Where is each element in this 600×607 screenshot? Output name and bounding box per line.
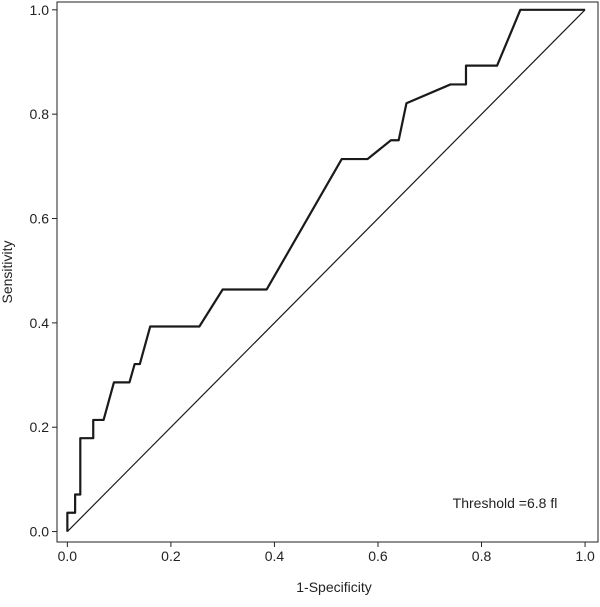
- x-tick-label: 0.6: [368, 548, 388, 564]
- plot-frame: [56, 1, 599, 543]
- roc-curve: [66, 8, 586, 532]
- x-tick-label: 0.8: [472, 548, 492, 564]
- x-tick-label: 1.0: [575, 548, 595, 564]
- x-tick-label: 0.4: [265, 548, 285, 564]
- y-tick-label: 0.0: [30, 524, 50, 540]
- y-tick-label: 0.6: [30, 211, 50, 227]
- reference-line: [66, 9, 586, 532]
- x-tick-label: 0.0: [58, 548, 78, 564]
- y-tick-label: 1.0: [30, 2, 50, 18]
- x-axis-label: 1-Specificity: [296, 579, 371, 595]
- y-axis-label: Sensitivity: [0, 240, 15, 303]
- x-tick-label: 0.2: [161, 548, 181, 564]
- y-tick-label: 0.2: [30, 419, 50, 435]
- y-tick-label: 0.8: [30, 106, 50, 122]
- y-tick-label: 0.4: [30, 315, 50, 331]
- annotation: Threshold =6.8 fl: [453, 495, 558, 511]
